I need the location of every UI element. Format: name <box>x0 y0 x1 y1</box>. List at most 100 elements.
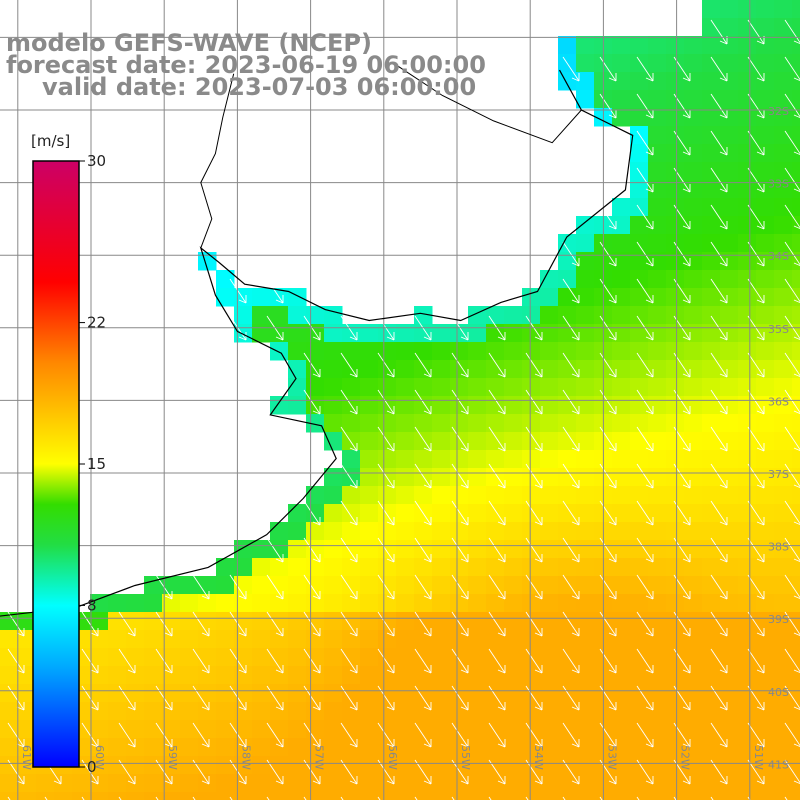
lat-label: 32S <box>768 105 789 118</box>
wind-cell <box>396 378 415 397</box>
wind-cell <box>522 486 541 505</box>
wind-cell <box>324 774 343 793</box>
wind-cell <box>162 720 181 739</box>
wind-cell <box>738 702 757 721</box>
wind-arrow <box>599 93 617 119</box>
wind-cell <box>126 738 145 757</box>
wind-cell <box>720 72 739 91</box>
wind-cell <box>774 378 793 397</box>
wind-cell <box>792 54 800 73</box>
wind-cell <box>0 756 19 775</box>
wind-arrow <box>414 648 432 674</box>
wind-cell <box>576 792 595 800</box>
wind-cell <box>180 738 199 757</box>
wind-cell <box>612 90 631 109</box>
wind-cell <box>738 504 757 523</box>
wind-cell <box>756 684 775 703</box>
wind-cell <box>540 486 559 505</box>
wind-cell <box>576 270 595 289</box>
wind-cell <box>720 630 739 649</box>
wind-cell <box>360 360 379 379</box>
wind-cell <box>270 684 289 703</box>
wind-cell <box>0 684 19 703</box>
wind-cell <box>576 684 595 703</box>
wind-cell <box>774 54 793 73</box>
wind-cell <box>252 792 271 800</box>
wind-cell <box>450 612 469 631</box>
wind-cell <box>162 756 181 775</box>
wind-cell <box>36 774 55 793</box>
wind-arrow <box>636 130 654 156</box>
wind-cell <box>720 198 739 217</box>
wind-arrow <box>636 611 654 637</box>
wind-cell <box>666 108 685 127</box>
wind-cell <box>612 432 631 451</box>
wind-cell <box>720 18 739 37</box>
wind-cell <box>558 792 577 800</box>
wind-cell <box>486 540 505 559</box>
lat-label: 33S <box>768 178 789 191</box>
wind-cell <box>630 702 649 721</box>
wind-cell <box>288 324 307 343</box>
wind-cell <box>360 342 379 361</box>
wind-arrow <box>81 685 99 711</box>
wind-cell <box>648 684 667 703</box>
wind-cell <box>324 720 343 739</box>
wind-cell <box>630 612 649 631</box>
wind-cell <box>630 270 649 289</box>
wind-arrow <box>488 759 506 785</box>
wind-arrow <box>340 426 358 452</box>
wind-cell <box>180 684 199 703</box>
wind-cell <box>684 720 703 739</box>
wind-cell <box>738 558 757 577</box>
wind-cell <box>792 396 800 415</box>
wind-arrow <box>192 759 210 785</box>
wind-cell <box>324 360 343 379</box>
wind-arrow <box>747 500 765 526</box>
wind-cell <box>540 558 559 577</box>
wind-cell <box>630 108 649 127</box>
wind-arrow <box>562 56 580 82</box>
wind-cell <box>612 54 631 73</box>
wind-cell <box>756 702 775 721</box>
wind-cell <box>738 630 757 649</box>
wind-cell <box>720 180 739 199</box>
wind-cell <box>756 306 775 325</box>
wind-cell <box>792 558 800 577</box>
wind-cell <box>738 666 757 685</box>
wind-cell <box>756 522 775 541</box>
wind-cell <box>270 612 289 631</box>
wind-arrow <box>710 426 728 452</box>
wind-cell <box>702 126 721 145</box>
wind-cell <box>630 396 649 415</box>
wind-cell <box>216 612 235 631</box>
wind-cell <box>414 792 433 800</box>
wind-cell <box>684 702 703 721</box>
wind-arrow <box>488 352 506 378</box>
wind-cell <box>774 234 793 253</box>
wind-cell <box>288 378 307 397</box>
wind-cell <box>180 612 199 631</box>
wind-cell <box>702 360 721 379</box>
wind-cell <box>684 450 703 469</box>
wind-cell <box>522 414 541 433</box>
wind-cell <box>252 684 271 703</box>
wind-cell <box>648 612 667 631</box>
wind-arrow <box>636 426 654 452</box>
wind-cell <box>216 720 235 739</box>
wind-cell <box>612 756 631 775</box>
wind-cell <box>720 432 739 451</box>
wind-cell <box>90 594 109 613</box>
wind-cell <box>648 378 667 397</box>
wind-cell <box>432 414 451 433</box>
wind-cell <box>720 504 739 523</box>
wind-cell <box>432 504 451 523</box>
wind-arrow <box>710 611 728 637</box>
wind-cell <box>684 288 703 307</box>
wind-cell <box>414 522 433 541</box>
wind-cell <box>648 576 667 595</box>
wind-cell <box>72 774 91 793</box>
wind-cell <box>540 342 559 361</box>
wind-cell <box>540 756 559 775</box>
